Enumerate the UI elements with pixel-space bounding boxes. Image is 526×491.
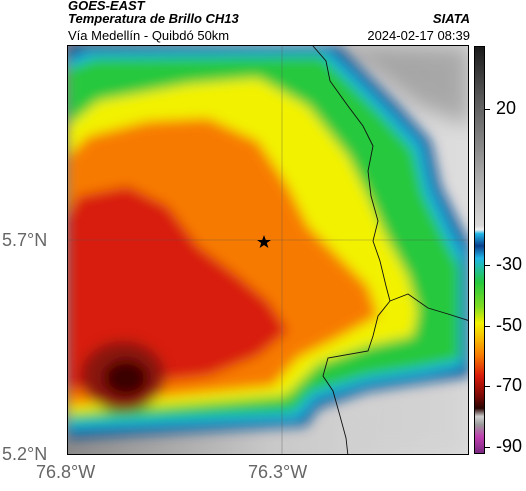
colorbar-tick xyxy=(485,386,490,387)
colorbar-label: -50 xyxy=(496,315,523,335)
timestamp: 2024-02-17 08:39 xyxy=(367,28,470,43)
satellite-label: GOES-EAST xyxy=(68,0,145,13)
coldest-core xyxy=(104,360,148,396)
colorbar-label: -70 xyxy=(496,375,523,395)
lat-tick-label: 5.7°N xyxy=(2,230,48,250)
gray-texture xyxy=(308,46,468,126)
lat-tick-label: 5.2°N xyxy=(2,444,48,464)
colorbar-label: -90 xyxy=(496,436,523,456)
agency-label: SIATA xyxy=(432,11,470,26)
boundary-line xyxy=(389,293,468,321)
colorbar-tick xyxy=(485,109,490,110)
product-title: Temperatura de Brillo CH13 xyxy=(68,11,239,26)
lon-tick-label: 76.8°W xyxy=(36,462,96,482)
cloud-system xyxy=(68,46,468,438)
boundary-lines xyxy=(312,46,468,454)
lon-tick-label: 76.3°W xyxy=(248,462,308,482)
boundary-line xyxy=(312,46,391,302)
colorbar-tick xyxy=(485,326,490,327)
map-panel xyxy=(67,45,469,455)
star-icon xyxy=(257,235,271,248)
brightness-temperature-map xyxy=(68,46,468,454)
colorbar-label: 20 xyxy=(496,98,517,118)
boundary-line xyxy=(322,300,391,454)
colorbar-tick xyxy=(485,265,490,266)
colorbar-tick xyxy=(485,447,490,448)
red-band xyxy=(68,186,288,391)
colorbar-label: -30 xyxy=(496,254,523,274)
route-subtitle: Vía Medellín - Quibdó 50km xyxy=(68,28,230,43)
colorbar xyxy=(474,46,485,454)
